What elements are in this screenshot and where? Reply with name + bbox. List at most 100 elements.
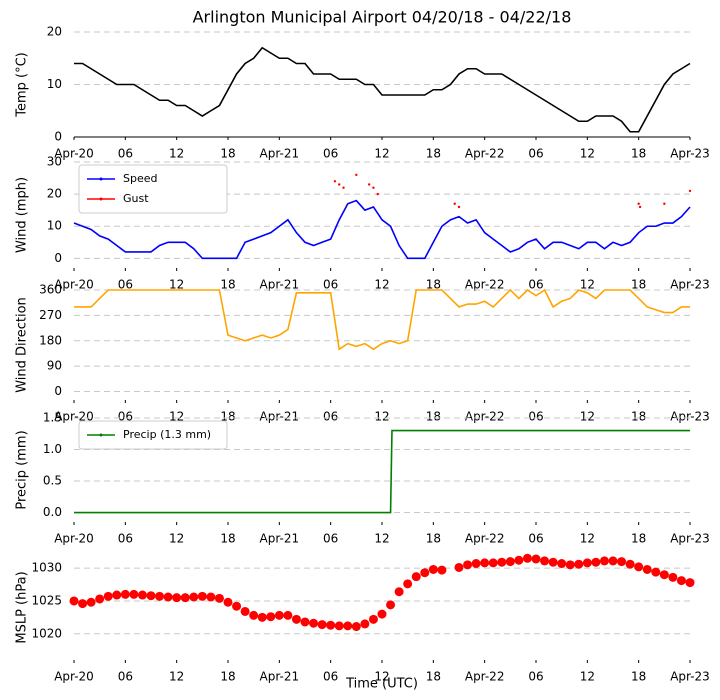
point — [625, 559, 635, 569]
point — [368, 614, 378, 624]
point — [457, 205, 461, 209]
x-tick-label: 12 — [374, 410, 389, 424]
point — [372, 186, 375, 189]
y-axis-label: Temp (°C) — [15, 52, 30, 118]
point — [471, 559, 481, 569]
point — [78, 599, 88, 609]
y-axis-label: Wind (mph) — [15, 177, 30, 253]
point — [351, 622, 361, 632]
x-tick-label: Apr-20 — [54, 278, 94, 292]
point — [240, 606, 250, 616]
point — [565, 560, 575, 570]
x-tick-label: Apr-22 — [465, 147, 505, 161]
point — [137, 590, 147, 600]
x-tick-label: 18 — [631, 410, 646, 424]
x-tick-label: Apr-23 — [670, 410, 710, 424]
x-tick-label: Apr-21 — [260, 410, 300, 424]
point — [676, 576, 686, 586]
x-tick-label: Apr-21 — [260, 278, 300, 292]
x-tick-label: 06 — [528, 410, 543, 424]
point — [514, 555, 524, 565]
point — [206, 592, 216, 602]
x-tick-label: 18 — [220, 670, 235, 684]
series-line — [73, 199, 691, 260]
point — [172, 593, 182, 603]
x-tick-label: 12 — [169, 670, 184, 684]
x-tick-label: 06 — [118, 278, 133, 292]
point — [283, 610, 293, 620]
point — [86, 597, 96, 607]
x-tick-label: Apr-21 — [260, 670, 300, 684]
point — [334, 621, 344, 631]
x-tick-label: Apr-20 — [54, 532, 94, 546]
point — [333, 180, 337, 183]
legend-label: Speed — [123, 172, 157, 185]
point — [266, 612, 276, 622]
y-axis-label: MSLP (hPa) — [15, 571, 30, 643]
x-tick-label: 06 — [118, 147, 133, 161]
y-tick-label: 0 — [54, 130, 62, 144]
x-tick-label: 12 — [169, 410, 184, 424]
y-tick-label: 0 — [54, 251, 62, 265]
point — [591, 557, 601, 567]
x-tick-label: 12 — [580, 532, 595, 546]
point — [548, 557, 558, 567]
point — [338, 183, 341, 186]
point — [617, 557, 627, 567]
point — [355, 173, 358, 177]
x-tick-label: 18 — [220, 147, 235, 161]
point — [463, 560, 473, 570]
point — [326, 620, 336, 630]
point — [668, 572, 678, 582]
x-tick-label: 06 — [528, 670, 543, 684]
x-tick-label: Apr-20 — [54, 147, 94, 161]
point — [651, 567, 661, 577]
point — [103, 591, 113, 601]
point — [309, 618, 319, 628]
legend-box — [78, 420, 228, 450]
legend-label: Precip (1.3 mm) — [123, 428, 211, 441]
series-line — [74, 288, 690, 351]
point — [317, 620, 327, 630]
point — [155, 591, 165, 601]
point — [531, 554, 541, 564]
x-tick-label: 18 — [426, 410, 441, 424]
series-line — [74, 429, 690, 514]
y-tick-label: 10 — [47, 77, 62, 91]
point — [574, 559, 584, 569]
legend-marker — [99, 177, 103, 181]
x-tick-label: 18 — [426, 532, 441, 546]
x-tick-label: Apr-23 — [670, 532, 710, 546]
point — [386, 600, 396, 610]
point — [223, 597, 233, 607]
x-tick-label: 18 — [631, 670, 646, 684]
y-tick-label: 270 — [39, 308, 62, 322]
x-tick-label: Apr-22 — [465, 532, 505, 546]
x-tick-label: 12 — [169, 278, 184, 292]
x-tick-label: 06 — [528, 532, 543, 546]
x-tick-label: 12 — [374, 147, 389, 161]
x-tick-label: 18 — [631, 147, 646, 161]
y-tick-label: 1.5 — [43, 411, 62, 425]
point — [197, 591, 207, 601]
x-axis-label: Time (UTC) — [345, 677, 418, 692]
point — [420, 568, 430, 578]
legend-marker — [99, 197, 103, 201]
point — [497, 557, 507, 567]
y-tick-label: 0.0 — [43, 505, 62, 519]
point — [522, 553, 532, 563]
x-tick-label: 12 — [580, 278, 595, 292]
x-tick-label: 06 — [528, 278, 543, 292]
point — [360, 619, 370, 629]
y-tick-label: 0.5 — [43, 474, 62, 488]
point — [377, 609, 387, 619]
point — [685, 578, 695, 588]
point — [300, 617, 310, 627]
point — [367, 183, 371, 186]
x-tick-label: 12 — [169, 147, 184, 161]
y-tick-label: 10 — [47, 219, 62, 233]
point — [480, 558, 490, 568]
point — [129, 589, 139, 599]
y-tick-label: 1025 — [31, 593, 62, 607]
